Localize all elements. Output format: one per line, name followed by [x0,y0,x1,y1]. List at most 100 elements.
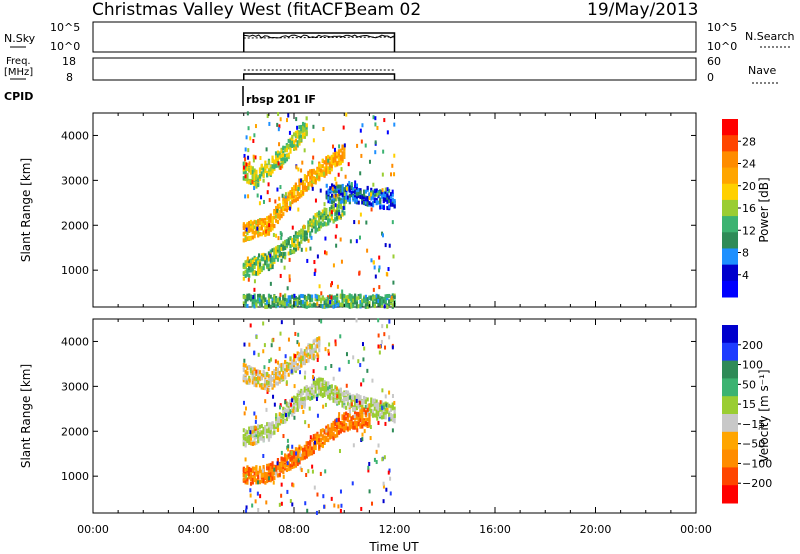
data-cell [276,208,279,213]
data-cell [258,429,262,434]
data-cell [257,470,260,475]
data-cell [244,303,247,308]
data-cell [309,297,312,302]
data-cell [301,300,305,305]
data-cell [339,199,343,204]
data-cell [305,385,308,390]
data-cell [294,354,297,359]
data-cell [242,222,245,227]
data-cell [319,438,323,443]
data-cell [257,480,260,485]
data-cell [303,148,306,153]
data-cell [370,401,373,406]
data-cell [386,304,389,309]
data-cell [378,285,381,290]
data-cell [330,395,333,400]
data-cell [350,294,353,299]
data-cell [319,389,323,394]
data-cell [276,257,280,262]
data-cell [260,172,263,177]
data-cell [242,365,245,370]
data-cell [244,174,247,179]
data-cell [291,197,294,202]
data-cell [299,466,302,471]
data-cell [255,383,258,388]
data-cell [284,198,287,203]
data-cell [294,231,297,236]
data-cell [389,300,393,305]
data-cell [318,348,321,353]
colorbar-tick-label: 20 [742,180,756,193]
data-cell [278,301,281,306]
data-cell [251,166,254,171]
data-cell [281,193,284,198]
data-cell [249,436,253,441]
data-cell [359,195,362,200]
data-cell [345,189,348,194]
data-cell [316,433,319,438]
data-cell [386,324,389,329]
data-cell [359,395,362,400]
data-cell [260,163,263,168]
data-cell [243,358,246,363]
data-cell [364,410,367,415]
data-cell [294,407,297,412]
data-cell [355,398,358,403]
data-cell [256,491,259,496]
data-cell [244,300,247,305]
data-cell [280,235,283,240]
data-cell [379,403,382,408]
data-cell [243,153,246,158]
data-cell [329,186,332,191]
data-cell [300,127,303,132]
data-cell [255,415,258,420]
data-cell [255,302,258,307]
data-cell [248,293,251,298]
data-cell [309,233,312,238]
data-cell [359,409,362,414]
data-cell [361,200,364,205]
data-cell [303,237,306,242]
data-cell [333,147,336,152]
data-cell [275,160,278,165]
data-cell [258,432,262,437]
data-cell [297,246,300,251]
data-cell [293,364,296,369]
data-cell [267,251,271,256]
data-cell [244,298,247,303]
data-cell [323,166,326,171]
data-cell [334,188,337,193]
data-cell [380,410,384,415]
data-cell [309,447,312,452]
data-cell [384,297,387,302]
data-cell [318,175,321,180]
data-cell [336,424,339,429]
data-cell [278,412,281,417]
data-cell [370,207,373,212]
data-cell [316,337,319,342]
data-cell [370,397,373,402]
data-cell [249,224,253,229]
data-cell [271,164,274,169]
data-cell [307,226,310,231]
data-cell [276,372,280,377]
data-cell [285,144,289,149]
data-cell [248,167,251,172]
data-cell [388,198,391,203]
data-cell [309,386,312,391]
data-cell [359,418,362,423]
data-cell [253,351,256,356]
data-cell [302,409,305,414]
data-cell [388,195,391,200]
data-cell [303,132,306,137]
data-cell [273,252,276,257]
data-cell [328,428,332,433]
data-cell [287,414,290,419]
data-cell [269,430,272,435]
data-cell [366,201,369,206]
data-cell [292,483,295,488]
data-cell [267,218,271,223]
data-cell [248,225,251,230]
data-cell [273,471,276,476]
